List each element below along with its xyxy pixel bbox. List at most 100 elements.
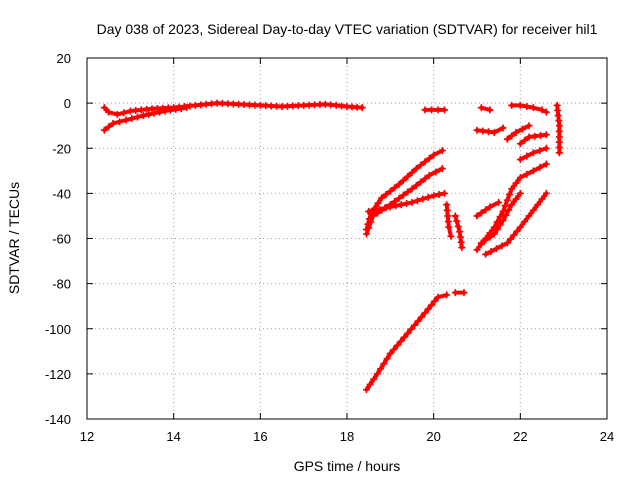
data-point [428, 106, 435, 114]
data-point [370, 375, 378, 383]
data-point [486, 203, 494, 211]
data-point [516, 140, 524, 148]
data-point [382, 191, 390, 199]
data-point [421, 106, 429, 114]
data-point [431, 297, 439, 305]
data-point [529, 167, 537, 175]
data-point [397, 337, 405, 345]
data-point [408, 169, 416, 177]
data-point [120, 109, 128, 117]
data-point [156, 108, 164, 116]
y-tick-label: -60 [52, 232, 71, 247]
data-point [421, 309, 429, 317]
data-point [536, 163, 544, 171]
data-point [414, 317, 422, 325]
data-point [134, 113, 142, 121]
data-point [399, 191, 407, 199]
data-layer [100, 99, 563, 394]
data-point [369, 212, 377, 220]
y-tick-label: 0 [64, 96, 71, 111]
y-tick-label: -20 [52, 141, 71, 156]
data-point [496, 213, 504, 221]
data-point [498, 242, 506, 250]
data-point [512, 128, 520, 136]
data-point [417, 178, 425, 186]
data-point [100, 104, 108, 112]
data-point [453, 217, 461, 225]
data-point [508, 201, 516, 209]
data-point [521, 218, 529, 226]
data-point [516, 174, 524, 182]
data-point [525, 122, 533, 130]
data-point [381, 204, 389, 212]
data-point [177, 104, 185, 112]
data-point [441, 189, 448, 197]
y-tick-label: -40 [52, 186, 71, 201]
data-point [542, 108, 550, 116]
data-point [486, 106, 494, 114]
data-point [542, 144, 550, 152]
data-point [529, 104, 537, 112]
tick-layer: 12 14 16 18 20 22 24 20 0 -20 -40 -60 -80 -100 -120 -14… [45, 51, 614, 444]
data-point [424, 305, 432, 313]
x-axis-label: GPS time / hours [294, 458, 401, 474]
data-point [454, 222, 462, 230]
data-point [447, 232, 455, 240]
data-point [400, 333, 408, 341]
data-point [441, 106, 448, 114]
data-point [113, 110, 121, 118]
data-point [386, 203, 394, 211]
data-point [365, 207, 373, 215]
data-point [370, 206, 378, 214]
data-point [393, 341, 401, 349]
data-point [523, 152, 531, 160]
y-tick-label: -80 [52, 277, 71, 292]
data-series-trace [364, 166, 445, 236]
data-point [451, 212, 459, 220]
data-point [435, 191, 443, 199]
y-tick-label: -100 [45, 322, 71, 337]
data-point [510, 231, 518, 239]
data-point [473, 246, 481, 254]
data-point [536, 147, 544, 155]
data-point [503, 239, 511, 247]
x-tick-label: 22 [513, 429, 527, 444]
data-point [438, 147, 446, 155]
data-point [516, 189, 524, 197]
data-point [419, 195, 427, 203]
data-point [508, 101, 516, 109]
data-point [183, 104, 191, 112]
data-point [516, 156, 524, 164]
data-point [499, 216, 507, 224]
data-point [383, 355, 391, 363]
data-point [403, 200, 411, 208]
data-point [477, 104, 485, 112]
data-point [529, 206, 537, 214]
data-point [390, 346, 398, 354]
data-point [513, 227, 521, 235]
data-point [408, 198, 416, 206]
data-point [417, 161, 425, 169]
data-point [521, 136, 529, 144]
y-tick-label: 20 [57, 51, 71, 66]
data-point [499, 124, 507, 132]
data-point [482, 236, 490, 244]
data-point [392, 202, 400, 210]
x-tick-label: 16 [253, 429, 267, 444]
data-point [412, 165, 420, 173]
data-point [374, 199, 382, 207]
data-point [516, 101, 524, 109]
data-point [150, 109, 158, 117]
data-point [105, 123, 113, 131]
data-point [363, 230, 370, 238]
data-point [508, 132, 516, 140]
data-series-trace [364, 292, 449, 392]
data-point [161, 107, 169, 115]
data-point [367, 218, 375, 226]
y-tick-label: -120 [45, 367, 71, 382]
data-point [519, 125, 526, 133]
data-point [516, 223, 524, 231]
data-point [363, 386, 370, 394]
data-point [386, 187, 394, 195]
